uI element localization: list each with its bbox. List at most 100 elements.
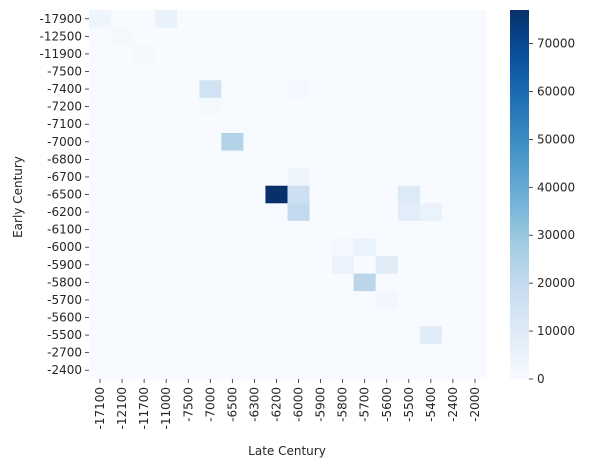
heatmap-cell <box>111 361 134 380</box>
colorbar-tick-label: 20000 <box>537 276 575 290</box>
heatmap-cell <box>441 62 465 81</box>
heatmap-cell <box>221 62 244 81</box>
heatmap-cell <box>375 27 399 46</box>
heatmap-cell <box>331 168 355 187</box>
heatmap-cell <box>243 220 267 240</box>
heatmap-cell <box>133 238 156 257</box>
heatmap-cell <box>265 291 289 310</box>
heatmap-cell <box>243 326 267 345</box>
heatmap-cell <box>331 45 355 64</box>
heatmap-cell <box>331 133 355 152</box>
heatmap-cell <box>375 80 399 99</box>
heatmap-cell <box>441 10 465 29</box>
heatmap-cell <box>265 361 289 380</box>
heatmap-cell <box>111 220 134 240</box>
heatmap-cell <box>419 185 443 204</box>
heatmap-cell <box>89 80 112 99</box>
heatmap-cell <box>441 168 465 187</box>
heatmap-cell <box>397 273 421 292</box>
heatmap-cell <box>155 326 178 345</box>
heatmap-cell <box>463 185 487 204</box>
heatmap-cell <box>243 291 267 310</box>
heatmap-cell <box>177 361 200 380</box>
heatmap-cell <box>221 168 244 187</box>
heatmap-cell <box>89 185 112 204</box>
heatmap-cell <box>375 256 399 275</box>
heatmap-cell <box>177 203 200 222</box>
heatmap-cell <box>463 361 487 380</box>
heatmap-cell <box>441 256 465 275</box>
heatmap-cell <box>309 45 333 64</box>
y-tick-label: -11900 <box>39 47 82 61</box>
heatmap-cell <box>331 62 355 81</box>
heatmap-cell <box>441 220 465 240</box>
heatmap-cell <box>441 343 465 363</box>
heatmap-cell <box>111 97 134 117</box>
heatmap-cell <box>331 308 355 327</box>
y-tick-label: -7100 <box>47 117 82 131</box>
heatmap-cell <box>133 62 156 81</box>
heatmap-cell <box>331 80 355 99</box>
y-tick-label: -7400 <box>47 82 82 96</box>
heatmap-cell <box>463 238 487 257</box>
x-tick-label: -17100 <box>93 387 107 430</box>
heatmap-cell <box>89 256 112 275</box>
y-tick-label: -5600 <box>47 311 82 325</box>
heatmap-cell <box>309 220 333 240</box>
heatmap-cell <box>177 326 200 345</box>
heatmap-cell <box>397 361 421 380</box>
heatmap-cell <box>199 168 222 187</box>
heatmap-cell <box>243 97 267 117</box>
colorbar-tick-label: 30000 <box>537 228 575 242</box>
heatmap-cell <box>375 97 399 117</box>
heatmap-cell <box>375 220 399 240</box>
y-tick-label: -5900 <box>47 258 82 272</box>
heatmap-cell <box>419 361 443 380</box>
heatmap-cell <box>133 168 156 187</box>
y-tick-label: -6700 <box>47 170 82 184</box>
heatmap-cell <box>287 27 311 46</box>
heatmap-cell <box>177 168 200 187</box>
heatmap-cell <box>199 238 222 257</box>
y-tick-label: -7200 <box>47 100 82 114</box>
heatmap-cell <box>177 150 200 169</box>
heatmap-cell <box>331 361 355 380</box>
heatmap-cell <box>441 150 465 169</box>
heatmap-cell <box>309 80 333 99</box>
heatmap-cell <box>111 27 134 46</box>
heatmap-cell <box>309 97 333 117</box>
heatmap-cell <box>243 133 267 152</box>
colorbar-tick-label: 70000 <box>537 37 575 51</box>
heatmap-cell <box>287 80 311 99</box>
heatmap-cell <box>199 97 222 117</box>
x-axis-label: Late Century <box>248 444 326 458</box>
heatmap-cell <box>89 115 112 134</box>
heatmap-cell <box>331 27 355 46</box>
heatmap-cell <box>287 308 311 327</box>
heatmap-cell <box>397 326 421 345</box>
heatmap-cell <box>309 150 333 169</box>
heatmap-cell <box>463 203 487 222</box>
heatmap-cell <box>111 150 134 169</box>
heatmap-cell <box>397 168 421 187</box>
heatmap-cell <box>243 62 267 81</box>
heatmap-cell <box>177 62 200 81</box>
heatmap-cell <box>133 10 156 29</box>
heatmap-cell <box>89 168 112 187</box>
heatmap-cell <box>331 326 355 345</box>
heatmap-cell <box>243 273 267 292</box>
heatmap-cell <box>155 45 178 64</box>
heatmap-cell <box>243 185 267 204</box>
y-tick-label: -5700 <box>47 293 82 307</box>
heatmap-cell <box>419 62 443 81</box>
y-tick-label: -6000 <box>47 240 82 254</box>
heatmap-cell <box>133 97 156 117</box>
heatmap-cell <box>221 115 244 134</box>
heatmap-cell <box>441 203 465 222</box>
heatmap-cell <box>221 326 244 345</box>
heatmap-cell <box>441 308 465 327</box>
heatmap-cell <box>287 45 311 64</box>
heatmap-cell <box>463 133 487 152</box>
heatmap-cell <box>441 97 465 117</box>
heatmap-cell <box>353 220 377 240</box>
